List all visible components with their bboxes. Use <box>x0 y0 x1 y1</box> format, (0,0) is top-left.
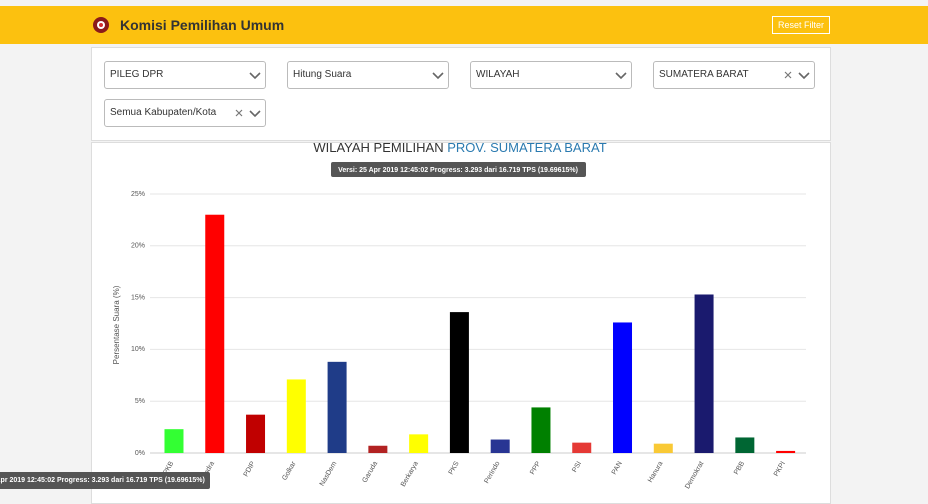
top-bar: Komisi Pemilihan Umum Reset Filter <box>0 6 928 44</box>
bar <box>694 294 714 453</box>
filter-select[interactable]: PILEG DPR <box>104 61 266 89</box>
y-tick-label: 0% <box>135 450 145 457</box>
x-tick-label: Golkar <box>281 460 298 482</box>
chart-title: WILAYAH PEMILIHAN PROV. SUMATERA BARAT <box>313 140 606 155</box>
tooltip: Versi: 25 Apr 2019 12:45:02 Progress: 3.… <box>0 472 210 489</box>
app-title: Komisi Pemilihan Umum <box>120 17 285 33</box>
bar <box>490 439 510 453</box>
filter-value: Hitung Suara <box>293 69 352 80</box>
y-tick-label: 20% <box>131 243 145 250</box>
tooltip-text: Versi: 25 Apr 2019 12:45:02 Progress: 3.… <box>338 167 578 174</box>
chart-title-region: PROV. SUMATERA BARAT <box>447 140 606 155</box>
bar <box>286 379 306 453</box>
filter-value: WILAYAH <box>476 69 520 80</box>
y-tick-label: 15% <box>131 294 145 301</box>
logo <box>93 17 109 33</box>
x-tick-label: Perindo <box>483 460 501 484</box>
x-tick-label: PDIP <box>243 460 257 478</box>
select-icon <box>615 72 627 80</box>
filter-value: SUMATERA BARAT <box>659 69 749 80</box>
x-tick-label: PPP <box>529 460 542 476</box>
y-tick-label: 10% <box>131 346 145 353</box>
x-tick-label: Demokrat <box>684 460 705 490</box>
chart-title-main: WILAYAH PEMILIHAN <box>313 140 443 155</box>
filter-select[interactable]: SUMATERA BARAT <box>653 61 815 89</box>
bar <box>531 407 551 453</box>
y-tick-label: 5% <box>135 398 145 405</box>
select-icon <box>432 72 444 80</box>
x-tick-label: PAN <box>611 460 624 476</box>
bar <box>246 414 266 453</box>
bar <box>327 361 347 453</box>
bar <box>572 442 592 453</box>
filter-select[interactable]: Hitung Suara <box>287 61 449 89</box>
y-axis-label: Persentase Suara (%) <box>112 285 121 364</box>
bar <box>164 429 184 453</box>
filter-panel: PILEG DPR Hitung Suara WILAYAH SUMATERA BAR… <box>91 47 831 141</box>
y-tick-label: 25% <box>131 191 145 198</box>
bar <box>776 450 796 453</box>
reset-filter-button[interactable]: Reset Filter <box>772 16 830 34</box>
filter-select[interactable]: WILAYAH <box>470 61 632 89</box>
select-icon <box>249 72 261 80</box>
select-icon <box>235 109 261 118</box>
x-tick-label: PBB <box>733 460 746 476</box>
x-tick-label: Hanura <box>647 460 665 483</box>
bar <box>653 443 673 453</box>
x-tick-label: NasDem <box>319 460 339 487</box>
bar <box>205 214 225 453</box>
tooltip-box <box>331 162 586 177</box>
x-tick-label: PKPI <box>773 460 787 477</box>
select-icon <box>784 71 810 80</box>
bar <box>368 445 388 453</box>
filter-value: PILEG DPR <box>110 69 164 80</box>
bar <box>449 312 469 453</box>
filter-select[interactable]: Semua Kabupaten/Kota <box>104 99 266 127</box>
x-tick-label: Berkarya <box>400 460 420 488</box>
bar <box>613 322 633 453</box>
x-tick-label: PKS <box>448 460 461 476</box>
x-tick-label: PSI <box>571 460 583 473</box>
x-tick-label: Garuda <box>361 460 379 484</box>
bar <box>735 437 755 453</box>
bar <box>409 434 429 453</box>
filter-value: Semua Kabupaten/Kota <box>110 107 217 118</box>
